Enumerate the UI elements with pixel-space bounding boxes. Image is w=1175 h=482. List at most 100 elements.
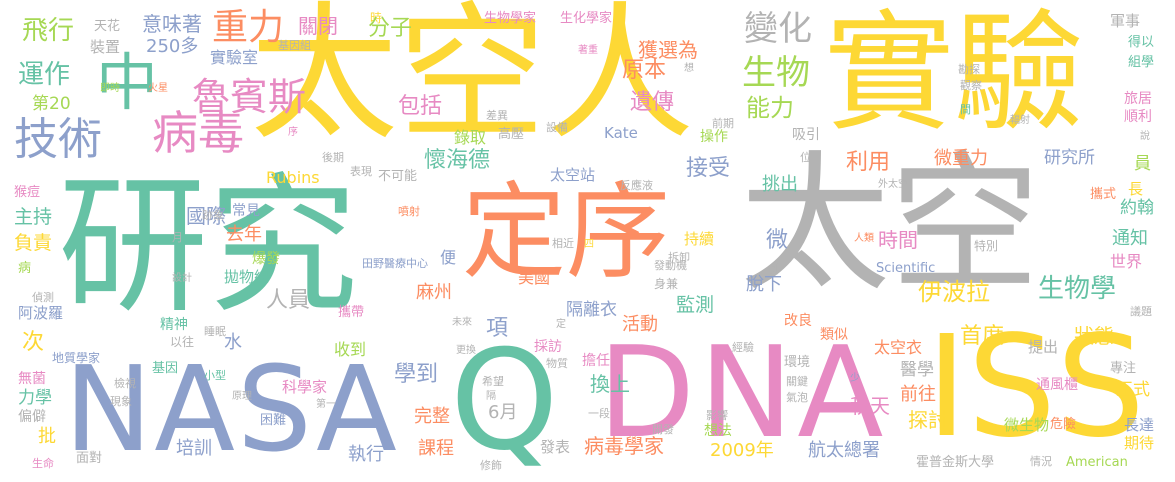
word-109: 偵測 — [32, 291, 54, 304]
word-72: 反應液 — [620, 179, 653, 192]
word-152: 科學家 — [282, 378, 328, 396]
word-139: 小型 — [204, 369, 226, 382]
word-155: 隔 — [486, 391, 496, 402]
word-86: 噴射 — [398, 205, 420, 218]
word-101: 便 — [440, 248, 457, 267]
word-27: 分子 — [368, 16, 413, 41]
word-103: 身兼 — [654, 277, 679, 291]
word-94: 人類 — [854, 233, 874, 244]
word-133: 採訪 — [534, 339, 562, 355]
word-189: American — [1066, 455, 1128, 470]
word-70: 懷海德 — [424, 148, 491, 173]
word-162: 正式 — [1116, 380, 1150, 400]
word-131: 收到 — [334, 340, 367, 359]
word-23: 裝置 — [90, 38, 121, 56]
word-98: 爆發 — [252, 251, 280, 267]
word-18: 運作 — [18, 60, 71, 90]
word-113: 監測 — [676, 294, 715, 316]
word-71: 太空站 — [550, 166, 596, 184]
word-126: 議題 — [1130, 305, 1152, 318]
word-91: 微 — [766, 228, 789, 253]
word-151: 原理 — [232, 391, 252, 402]
word-88: 四 — [584, 239, 594, 250]
word-132: 更換 — [456, 345, 476, 356]
word-14: 重力 — [212, 7, 285, 48]
word-148: 偏僻 — [18, 409, 46, 425]
word-108: 生物學 — [1038, 274, 1117, 304]
word-20: 250多 — [146, 36, 199, 57]
word-50: 組學 — [1128, 55, 1155, 70]
word-22: 天花 — [94, 19, 121, 34]
word-96: 通知 — [1112, 228, 1148, 249]
word-66: 序 — [288, 127, 298, 138]
word-31: 原本 — [622, 58, 667, 83]
word-134: 經驗 — [732, 341, 754, 354]
word-21: 實驗室 — [210, 48, 259, 67]
word-158: 氣泡 — [786, 391, 808, 404]
word-186: 航太總署 — [808, 440, 880, 461]
word-35: 錄取 — [454, 128, 487, 147]
word-129: 水 — [224, 332, 242, 353]
word-116: 睡眠 — [204, 325, 226, 338]
word-11: 病毒 — [152, 106, 244, 160]
word-8: ISS — [926, 306, 1146, 469]
word-12: 技術 — [14, 114, 102, 165]
word-179: 課程 — [418, 438, 454, 459]
word-170: 探討 — [908, 408, 948, 432]
word-127: 次 — [22, 330, 45, 355]
word-138: 基因 — [152, 361, 179, 376]
word-154: 希望 — [482, 375, 504, 388]
word-52: 觀察 — [960, 79, 982, 92]
word-1: 太空人 — [250, 0, 694, 160]
word-42: 想 — [684, 63, 694, 74]
word-99: 拋物線 — [224, 268, 270, 286]
word-144: 學到 — [394, 362, 439, 387]
word-160: 前往 — [900, 384, 936, 405]
word-119: 活動 — [622, 314, 658, 335]
word-141: 擔任 — [582, 353, 610, 369]
word-19: 意味著 — [142, 12, 202, 36]
word-185: 2009年 — [710, 440, 774, 461]
word-159: 少 — [850, 373, 860, 384]
word-124: 首度 — [960, 324, 1005, 349]
word-187: 霍普金斯大學 — [916, 455, 995, 470]
word-123: 類似 — [820, 327, 848, 343]
word-73: 接受 — [686, 156, 731, 181]
word-146: 無菌 — [18, 371, 46, 387]
word-68: 表現 — [350, 165, 372, 178]
word-75: 利用 — [846, 150, 891, 175]
word-163: 批 — [38, 426, 56, 447]
word-67: 後期 — [322, 151, 344, 164]
word-115: 精神 — [160, 317, 188, 333]
word-62: 外太空 — [878, 179, 908, 190]
word-156: 換上 — [590, 372, 630, 396]
word-38: 第20 — [32, 94, 71, 114]
word-112: 麻州 — [416, 282, 452, 303]
word-184: 想法 — [704, 423, 732, 439]
word-43: 差異 — [486, 109, 508, 122]
word-64: 長 — [1128, 180, 1144, 198]
word-55: 間 — [960, 103, 971, 116]
word-183: 開發 — [652, 423, 674, 436]
word-7: DNA — [598, 319, 888, 466]
word-3: 研究 — [58, 160, 359, 334]
word-171: 微生物 — [1004, 416, 1050, 434]
word-79: 負責 — [14, 232, 53, 254]
word-167: 一段 — [588, 407, 610, 420]
word-142: 環境 — [784, 355, 811, 370]
word-93: 特別 — [974, 239, 999, 253]
word-45: 前期 — [712, 117, 734, 130]
word-92: 時間 — [878, 228, 918, 252]
word-5: 太空 — [740, 138, 1041, 312]
word-168: 影響 — [706, 409, 728, 422]
word-6: NASA — [64, 340, 399, 478]
word-165: 完整 — [414, 406, 450, 427]
word-188: 情況 — [1030, 455, 1052, 468]
word-117: 攜帶 — [338, 305, 365, 320]
word-107: Scientific — [876, 261, 936, 276]
word-118: 隔離衣 — [566, 300, 617, 320]
word-15: 變化 — [744, 9, 812, 49]
word-90: 拆卸 — [668, 251, 690, 264]
word-149: 檢視 — [114, 377, 136, 390]
word-33: 包括 — [398, 94, 443, 119]
